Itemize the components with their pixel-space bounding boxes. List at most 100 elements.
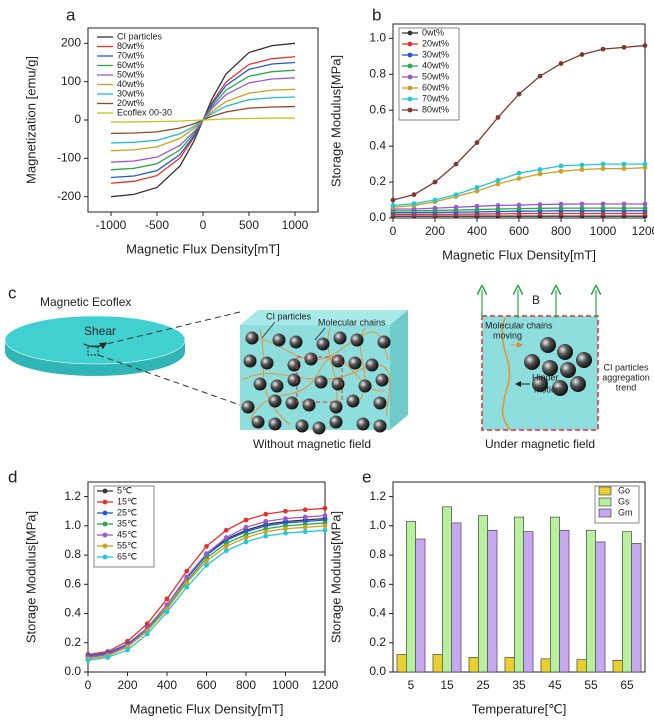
data-point [223,543,229,549]
y-tick-label: -200 [57,189,81,203]
data-point [642,43,648,48]
data-point [164,602,170,608]
data-point [453,204,459,210]
data-point [600,161,606,167]
legend-marker [102,543,108,549]
annotation: Molecular chains [485,320,553,330]
y-axis-title: Storage Modulus[MPa] [23,511,38,643]
y-tick-label: 0 [74,112,81,126]
data-point [579,201,585,207]
particle [333,331,347,345]
cube-top [240,310,408,325]
data-point [243,535,249,540]
data-point [144,631,150,637]
data-point [558,61,564,66]
x-tick-label: 1200 [632,224,654,238]
particle [542,360,558,376]
x-tick-label: 200 [117,678,137,692]
cube-side [390,310,408,430]
bar [504,657,515,673]
bar [559,529,570,673]
legend-marker [407,85,413,91]
particle [356,417,370,431]
bar [468,657,479,673]
legend-swatch [598,486,612,496]
y-tick-label: 1.2 [369,489,386,503]
data-point [621,201,627,207]
legend-label: CI particles [117,31,163,41]
y-tick-label: 1.0 [369,518,386,532]
data-point [453,192,459,198]
particle [260,356,274,370]
y-tick-label: 0.4 [369,606,386,620]
legend-label: 70wt% [117,50,144,60]
legend-marker [102,521,108,527]
particle [557,344,573,360]
data-point [579,167,585,172]
panel-label: c [8,283,17,302]
bar [396,654,407,673]
data-point [105,654,111,660]
bar [631,543,642,673]
bar [406,521,416,673]
data-point [302,507,308,513]
panel-label: a [66,5,76,24]
data-point [243,539,249,545]
data-point [537,167,543,172]
y-tick-label: 0.6 [369,576,386,590]
bar [595,541,606,673]
pointer [314,327,326,341]
particle [245,331,259,345]
legend-label: 25℃ [117,507,137,517]
annotation: aggregation [602,372,650,382]
data-point [495,181,501,187]
caption: Under magnetic field [485,437,595,451]
data-point [302,529,308,535]
particle [295,419,309,433]
particle [316,337,330,351]
y-tick-label: 0.6 [64,576,81,590]
data-point [411,201,417,207]
x-tick-label: 200 [425,224,445,238]
x-tick-label: 600 [509,224,529,238]
data-point [283,516,288,521]
legend-label: 80wt% [422,104,449,114]
legend-label: Gm [618,507,633,517]
data-point [204,558,209,564]
legend-marker [102,554,108,560]
legend-label: 30wt% [117,88,144,98]
data-point [495,203,501,208]
legend-marker [407,107,413,113]
data-point [184,568,190,574]
data-point [474,140,480,145]
data-point [283,526,288,532]
data-point [495,115,501,120]
particle [377,335,391,349]
data-point [516,206,522,212]
particle [532,376,548,392]
x-tick-label: 600 [196,678,216,692]
data-point [474,188,480,194]
particle [287,373,301,387]
data-point [223,548,229,554]
x-tick-label: 15 [440,678,454,692]
data-point [579,162,585,168]
data-point [558,168,564,174]
data-point [453,161,459,167]
shear-arrow [83,342,108,350]
data-point [322,513,328,519]
legend-label: 70wt% [422,93,449,103]
data-point [642,205,648,211]
particle [251,415,265,429]
particle [287,358,301,372]
y-tick-label: 0.0 [369,210,386,224]
panel-label: e [362,467,371,486]
legend-label: 60wt% [422,82,449,92]
data-point [516,202,522,208]
x-axis-title: Magnetic Flux Density[mT] [126,241,280,256]
panel-label: d [8,467,17,486]
particle [314,375,328,389]
data-point [302,524,308,530]
annotation: Hinder [532,372,559,382]
data-point [302,514,308,520]
